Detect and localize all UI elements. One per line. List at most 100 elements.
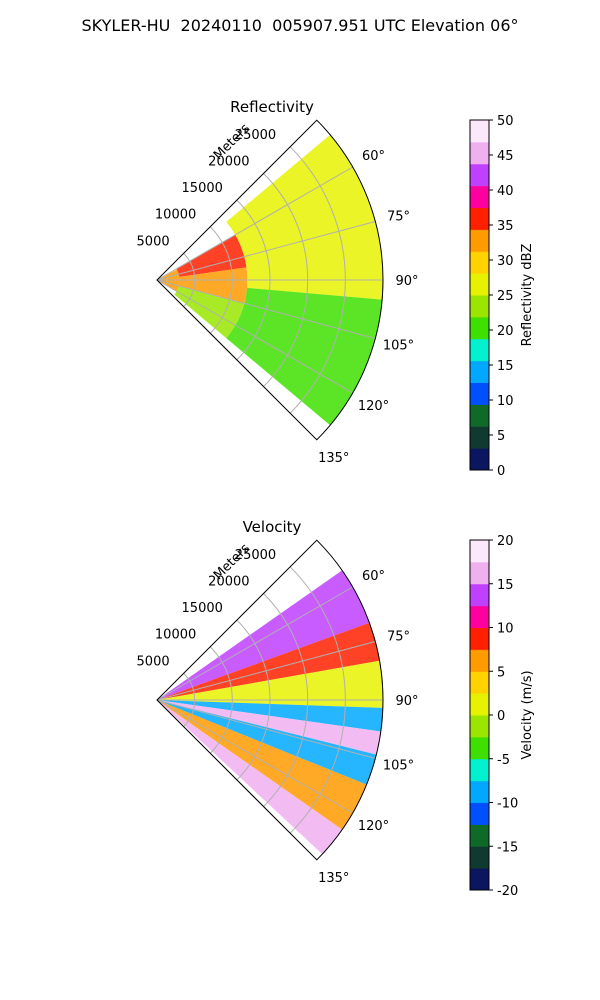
field-band-5 <box>157 700 377 785</box>
colorbar-tick-label: 20 <box>497 534 514 549</box>
radial-tick-label: 10000 <box>155 208 196 223</box>
colorbar-tick-label: 10 <box>497 394 514 409</box>
grid-spoke-1 <box>156 641 376 701</box>
field-band-6 <box>157 700 367 830</box>
colorbar-segment <box>470 649 489 672</box>
colorbar-segment <box>470 251 489 274</box>
grid-spoke-0 <box>156 586 353 701</box>
radial-tick-label: 5000 <box>137 654 170 669</box>
colorbar-tick-label: 30 <box>497 254 514 269</box>
sector-frame <box>156 539 384 861</box>
colorbar-segment <box>470 207 489 230</box>
field-band-3 <box>157 700 383 732</box>
angle-tick-label: 60° <box>362 569 385 584</box>
reflectivity-panel: Reflectivity500010000150002000025000Mete… <box>137 98 535 479</box>
radial-tick-label: 25000 <box>235 128 276 143</box>
colorbar-segment <box>470 605 489 628</box>
grid-spoke-3 <box>156 699 376 759</box>
colorbar-segment <box>470 868 489 891</box>
colorbar-segment <box>470 316 489 340</box>
colorbar-tick-label: 20 <box>497 324 514 339</box>
colorbar-segment <box>470 824 489 847</box>
colorbar-segment <box>470 448 489 471</box>
field-band-2 <box>157 660 383 708</box>
colorbar-tick-label: 5 <box>497 665 505 680</box>
angle-tick-label: 105° <box>383 759 414 774</box>
radial-tick-label: 25000 <box>235 548 276 563</box>
colorbar-tick-label: 40 <box>497 184 514 199</box>
field-band-1 <box>157 622 380 700</box>
colorbar-segment <box>470 583 489 607</box>
colorbar-tick-label: 25 <box>497 289 514 304</box>
grid-spoke-3 <box>156 279 376 339</box>
colorbar-segment <box>470 273 489 296</box>
field-band-0 <box>157 570 370 700</box>
angle-tick-label: 75° <box>387 629 410 644</box>
colorbar-segment <box>470 693 489 716</box>
angle-tick-label: 60° <box>362 149 385 164</box>
grid-spoke-0 <box>156 166 353 281</box>
colorbar-segment <box>470 295 489 318</box>
colorbar-tick-label: -15 <box>497 840 518 855</box>
colorbar-segment <box>470 338 489 362</box>
radial-tick-label: 20000 <box>208 154 249 169</box>
angle-tick-label: 120° <box>358 399 389 414</box>
colorbar-segment <box>470 382 489 405</box>
colorbar-segment <box>470 426 489 449</box>
angle-tick-label: 120° <box>358 819 389 834</box>
colorbar-segment <box>470 671 489 694</box>
angle-tick-label: 75° <box>387 209 410 224</box>
colorbar-tick-label: 15 <box>497 359 514 374</box>
colorbar-segment <box>470 163 489 187</box>
colorbar-segment <box>470 780 489 803</box>
angle-tick-label: 135° <box>318 451 349 466</box>
panel-title: Reflectivity <box>230 98 314 116</box>
colorbar-segment <box>470 120 489 143</box>
colorbar-segment <box>470 561 489 585</box>
angle-tick-label: 90° <box>395 274 418 289</box>
field-band-7 <box>157 700 343 855</box>
colorbar-tick-label: 0 <box>497 709 505 724</box>
field-band-4 <box>226 134 384 300</box>
colorbar-tick-label: 0 <box>497 464 505 479</box>
angle-tick-label: 90° <box>395 694 418 709</box>
sector-frame <box>156 119 384 441</box>
angle-tick-label: 105° <box>383 339 414 354</box>
colorbar-segment <box>470 627 489 650</box>
grid-spoke-1 <box>156 221 376 281</box>
radial-tick-label: 15000 <box>182 601 223 616</box>
colorbar-segment <box>470 185 489 208</box>
field-band-1 <box>176 234 247 277</box>
grid-spoke-4 <box>156 279 353 394</box>
colorbar-segment <box>470 846 489 869</box>
colorbar-tick-label: 5 <box>497 429 505 444</box>
colorbar-tick-label: -20 <box>497 884 518 899</box>
colorbar-tick-label: 50 <box>497 114 514 129</box>
colorbar-label: Velocity (m/s) <box>520 670 535 759</box>
radial-tick-label: 10000 <box>155 628 196 643</box>
colorbar-tick-label: 35 <box>497 219 514 234</box>
grid-spoke-4 <box>156 699 353 814</box>
colorbar-segment <box>470 758 489 782</box>
colorbar-tick-label: 10 <box>497 622 514 637</box>
colorbar-segment <box>470 540 489 563</box>
colorbar-tick-label: 45 <box>497 149 514 164</box>
figure-title: SKYLER-HU 20240110 005907.951 UTC Elevat… <box>81 16 519 35</box>
colorbar-segment <box>470 229 489 252</box>
colorbar-segment <box>470 141 489 165</box>
radial-tick-label: 15000 <box>182 181 223 196</box>
colorbar-tick-label: -10 <box>497 797 518 812</box>
colorbar-tick-label: -5 <box>497 753 510 768</box>
colorbar-segment <box>470 802 489 825</box>
radial-tick-label: 20000 <box>208 574 249 589</box>
field-band-5 <box>226 287 383 426</box>
colorbar-segment <box>470 715 489 738</box>
colorbar-segment <box>470 360 489 383</box>
colorbar-segment <box>470 404 489 427</box>
angle-tick-label: 135° <box>318 871 349 886</box>
field-band-2 <box>178 267 248 304</box>
field-band-4 <box>157 700 381 755</box>
colorbar-label: Reflectivity dBZ <box>520 244 535 347</box>
colorbar-tick-label: 15 <box>497 578 514 593</box>
